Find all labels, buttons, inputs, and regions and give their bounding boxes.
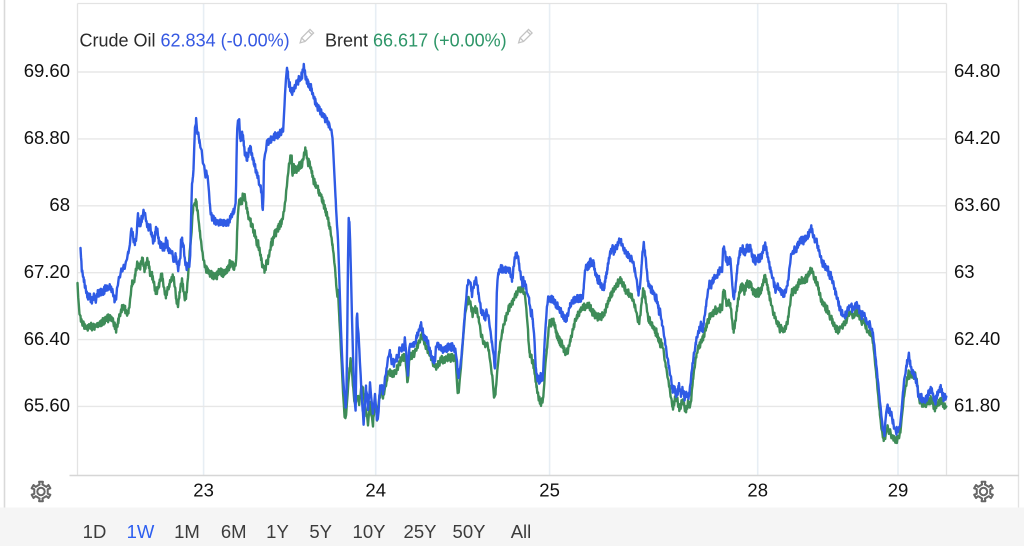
svg-text:61.80: 61.80 bbox=[954, 395, 1000, 416]
svg-text:Crude Oil 62.834 (-0.00%): Crude Oil 62.834 (-0.00%) bbox=[80, 31, 290, 51]
svg-text:10Y: 10Y bbox=[353, 521, 386, 542]
svg-text:5Y: 5Y bbox=[309, 521, 332, 542]
svg-text:1Y: 1Y bbox=[266, 521, 289, 542]
svg-text:66.40: 66.40 bbox=[24, 328, 70, 349]
svg-text:64.20: 64.20 bbox=[954, 127, 1000, 148]
svg-text:69.60: 69.60 bbox=[24, 60, 70, 81]
svg-text:68: 68 bbox=[49, 194, 70, 215]
svg-text:65.60: 65.60 bbox=[24, 395, 70, 416]
svg-text:1M: 1M bbox=[174, 521, 200, 542]
svg-text:All: All bbox=[511, 521, 532, 542]
svg-text:6M: 6M bbox=[221, 521, 247, 542]
svg-text:64.80: 64.80 bbox=[954, 60, 1000, 81]
svg-text:29: 29 bbox=[888, 480, 909, 501]
svg-text:28: 28 bbox=[747, 480, 768, 501]
svg-text:25Y: 25Y bbox=[404, 521, 437, 542]
svg-text:62.40: 62.40 bbox=[954, 328, 1000, 349]
svg-text:63.60: 63.60 bbox=[954, 194, 1000, 215]
svg-text:1W: 1W bbox=[127, 521, 155, 542]
svg-text:Brent 66.617 (+0.00%): Brent 66.617 (+0.00%) bbox=[325, 31, 507, 51]
svg-text:67.20: 67.20 bbox=[24, 261, 70, 282]
svg-text:50Y: 50Y bbox=[453, 521, 486, 542]
svg-text:23: 23 bbox=[193, 480, 214, 501]
svg-text:24: 24 bbox=[365, 480, 386, 501]
svg-text:25: 25 bbox=[539, 480, 560, 501]
svg-text:1D: 1D bbox=[83, 521, 107, 542]
svg-text:68.80: 68.80 bbox=[24, 127, 70, 148]
svg-text:63: 63 bbox=[954, 261, 975, 282]
